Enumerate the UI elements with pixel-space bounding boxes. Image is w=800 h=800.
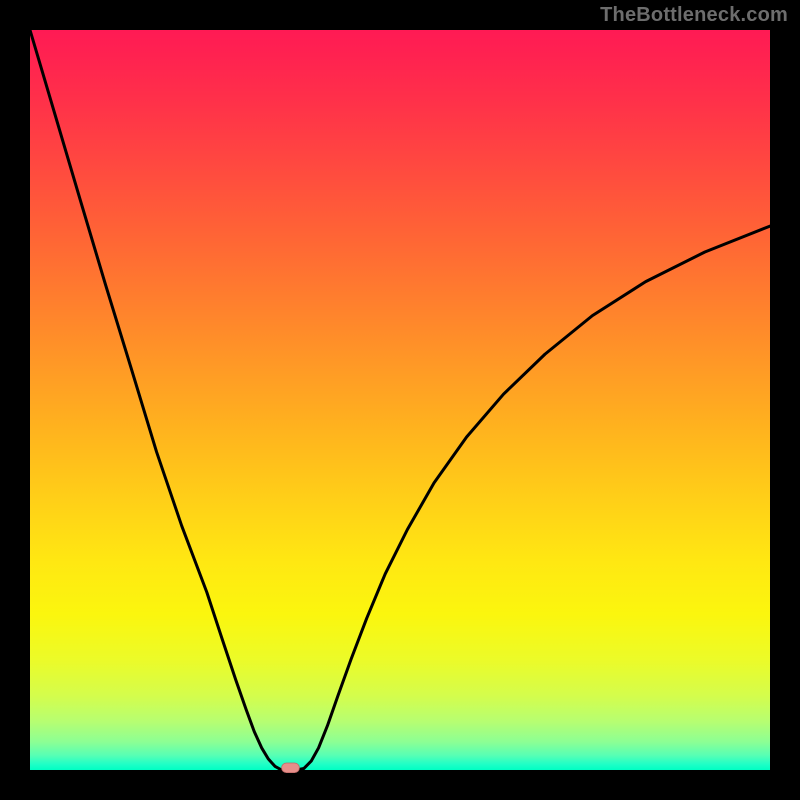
watermark-text: TheBottleneck.com — [600, 4, 788, 27]
chart-svg — [0, 0, 800, 800]
minimum-marker — [282, 763, 300, 773]
bottleneck-chart: TheBottleneck.com — [0, 0, 800, 800]
